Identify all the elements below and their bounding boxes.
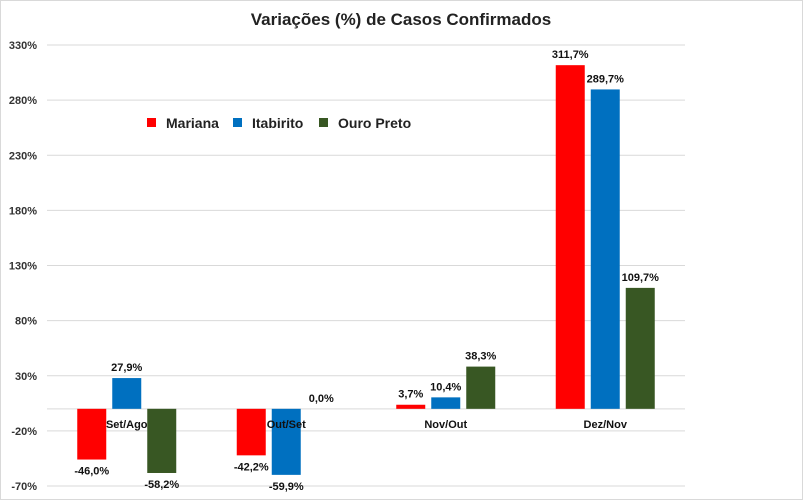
data-label: -46,0% — [74, 466, 109, 478]
y-tick-label: 330% — [9, 40, 37, 52]
x-category-label: Nov/Out — [424, 419, 467, 431]
bar-itabirito — [112, 378, 142, 409]
data-label: 289,7% — [587, 73, 625, 85]
data-label: -58,2% — [144, 479, 179, 491]
bar-ouro-preto — [147, 408, 177, 473]
legend-swatch — [319, 118, 328, 127]
bar-mariana — [555, 65, 585, 409]
legend-label: Ouro Preto — [338, 115, 411, 131]
data-label: 311,7% — [552, 49, 589, 61]
y-tick-label: 30% — [15, 371, 37, 383]
data-label: -59,9% — [269, 481, 304, 493]
data-label: 3,7% — [398, 389, 423, 401]
legend-label: Itabirito — [252, 115, 303, 131]
bar-mariana — [77, 408, 107, 460]
bar-itabirito — [271, 408, 301, 475]
data-label: 38,3% — [465, 351, 496, 363]
y-tick-label: -70% — [11, 481, 37, 493]
bar-ouro-preto — [625, 287, 655, 409]
data-label: 109,7% — [622, 272, 660, 284]
legend-swatch — [147, 118, 156, 127]
x-category-label: Out/Set — [267, 419, 306, 431]
y-tick-label: 130% — [9, 261, 37, 273]
x-category-label: Dez/Nov — [584, 419, 628, 431]
data-label: 10,4% — [430, 381, 461, 393]
bar-itabirito — [590, 89, 620, 409]
y-tick-label: 280% — [9, 95, 37, 107]
y-tick-label: 180% — [9, 205, 37, 217]
y-tick-label: 230% — [9, 150, 37, 162]
chart-title: Variações (%) de Casos Confirmados — [251, 10, 551, 29]
x-category-label: Set/Ago — [106, 419, 148, 431]
bar-mariana — [236, 408, 266, 456]
data-label: 0,0% — [309, 393, 334, 405]
y-tick-label: 80% — [15, 316, 37, 328]
data-label: -42,2% — [234, 461, 269, 473]
bar-mariana — [396, 404, 426, 409]
data-label: 27,9% — [111, 362, 142, 374]
legend-label: Mariana — [166, 115, 219, 131]
bar-itabirito — [431, 397, 461, 409]
y-tick-label: -20% — [11, 426, 37, 438]
legend-swatch — [233, 118, 242, 127]
bar-ouro-preto — [466, 366, 496, 409]
